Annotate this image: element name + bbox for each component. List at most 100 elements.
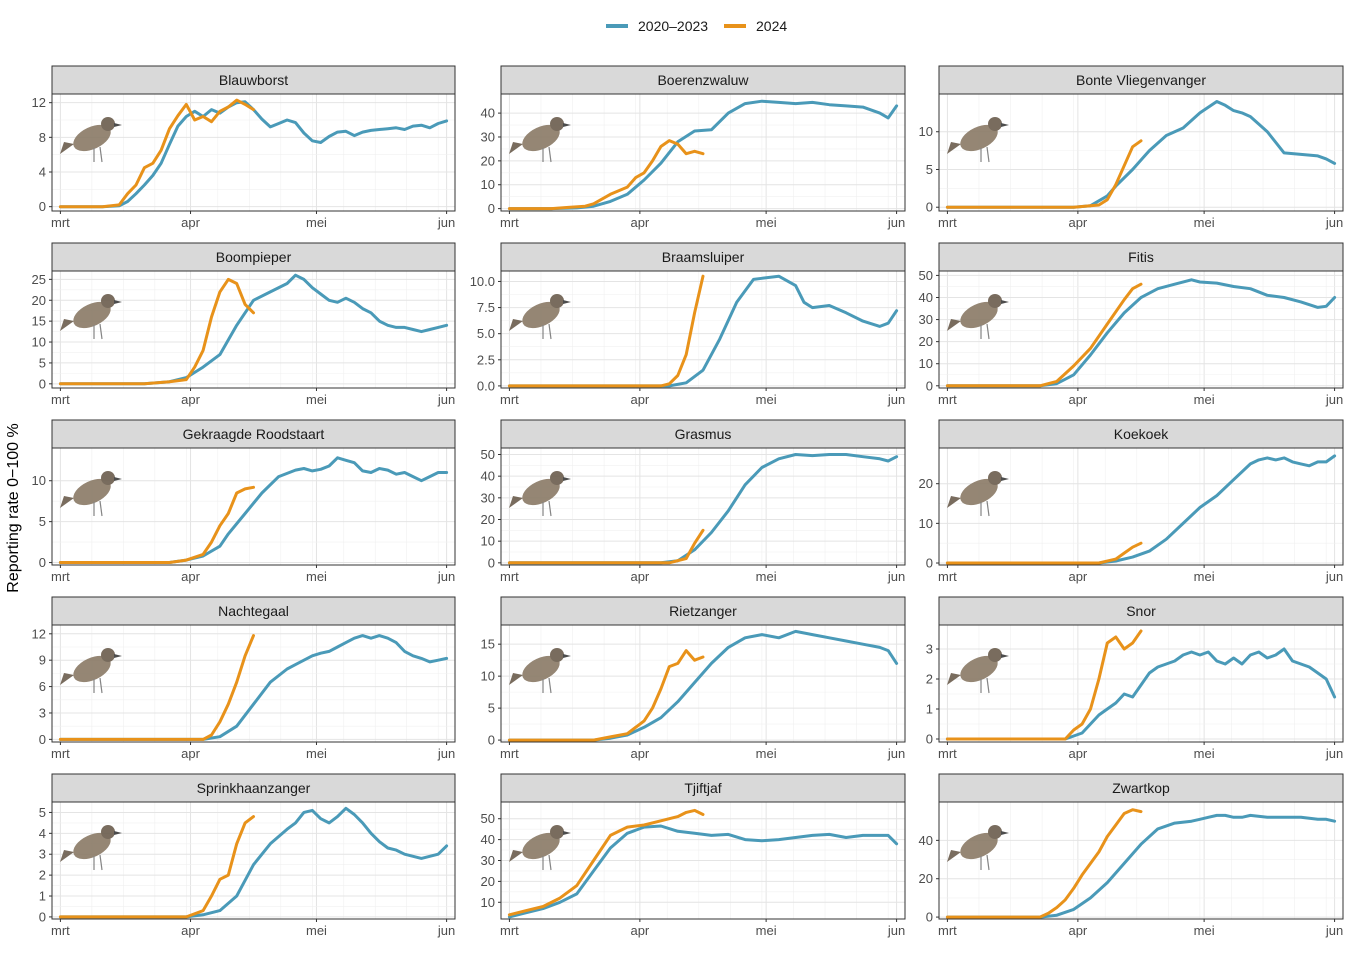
x-tick-label: jun bbox=[437, 923, 455, 938]
x-tick-label: jun bbox=[437, 392, 455, 407]
y-tick-label: 15 bbox=[32, 314, 46, 329]
panel-strip bbox=[938, 773, 1344, 803]
plot-area bbox=[501, 625, 905, 742]
willow-warbler-illustration bbox=[947, 294, 1009, 340]
x-tick-label: jun bbox=[1325, 215, 1343, 230]
legend-label-2020-2023: 2020–2023 bbox=[638, 18, 708, 34]
series-line-2024 bbox=[58, 277, 255, 386]
y-tick-label: 50 bbox=[481, 447, 495, 462]
x-tick-label: mei bbox=[306, 923, 327, 938]
y-tick-label: 0 bbox=[926, 200, 933, 215]
panel-strip bbox=[938, 596, 1344, 626]
series-line-2024 bbox=[507, 808, 705, 917]
panel-blauwborst: Blauwborst 0 4 8 12 mrt apr mei jun bbox=[32, 65, 456, 230]
x-tick-label: jun bbox=[437, 215, 455, 230]
series-line-2024 bbox=[507, 139, 705, 211]
y-tick-label: 10 bbox=[481, 895, 495, 910]
series-line-2024 bbox=[58, 98, 255, 209]
series-line-2024 bbox=[58, 815, 255, 919]
y-tick-label: 30 bbox=[919, 312, 933, 327]
x-tick-label: apr bbox=[1068, 923, 1087, 938]
x-tick-label: mei bbox=[1194, 746, 1215, 761]
y-tick-label: 20 bbox=[919, 871, 933, 886]
x-tick-label: mei bbox=[756, 746, 777, 761]
x-tick-label: apr bbox=[630, 746, 649, 761]
y-tick-label: 0 bbox=[39, 732, 46, 747]
series-line-2024 bbox=[945, 541, 1143, 565]
x-tick-label: jun bbox=[887, 215, 905, 230]
panel-sprinkhaanzanger: Sprinkhaanzanger 0 1 2 3 4 5 mrt apr mei jun bbox=[39, 773, 456, 938]
y-tick-label: 50 bbox=[919, 268, 933, 283]
panel-koekoek: Koekoek 0 10 20 mrt apr mei jun bbox=[919, 419, 1344, 584]
chiffchaff-illustration bbox=[509, 825, 571, 871]
panel-title: Rietzanger bbox=[669, 603, 737, 619]
x-tick-label: jun bbox=[887, 569, 905, 584]
pied-flycatcher-illustration bbox=[947, 117, 1009, 163]
blackcap-illustration bbox=[947, 825, 1009, 871]
y-tick-label: 40 bbox=[481, 469, 495, 484]
y-tick-label: 2 bbox=[926, 672, 933, 687]
y-tick-label: 20 bbox=[919, 476, 933, 491]
y-tick-label: 10 bbox=[919, 124, 933, 139]
series-line-2024 bbox=[945, 282, 1143, 388]
plot-area bbox=[52, 625, 455, 742]
panel-title: Braamsluiper bbox=[662, 249, 745, 265]
y-tick-label: 0 bbox=[926, 378, 933, 393]
sedge-warbler-illustration bbox=[509, 648, 571, 694]
panel-border bbox=[500, 801, 906, 920]
y-axis-title: Reporting rate 0−100 % bbox=[5, 423, 22, 592]
panel-title: Bonte Vliegenvanger bbox=[1076, 72, 1206, 88]
x-tick-label: mei bbox=[306, 392, 327, 407]
panel-title: Boerenzwaluw bbox=[657, 72, 749, 88]
y-tick-label: 1 bbox=[39, 889, 46, 904]
plot-area bbox=[52, 448, 455, 565]
panel-title: Fitis bbox=[1128, 249, 1154, 265]
x-tick-label: jun bbox=[437, 569, 455, 584]
panel-tjiftjaf: Tjiftjaf 10 20 30 40 50 mrt apr mei jun bbox=[481, 773, 906, 938]
x-tick-label: apr bbox=[181, 923, 200, 938]
panel-title: Zwartkop bbox=[1112, 780, 1170, 796]
x-tick-label: jun bbox=[1325, 392, 1343, 407]
x-tick-label: apr bbox=[181, 746, 200, 761]
y-tick-label: 0 bbox=[926, 910, 933, 925]
y-tick-label: 12 bbox=[32, 95, 46, 110]
panel-strip bbox=[500, 773, 906, 803]
y-tick-label: 3 bbox=[39, 705, 46, 720]
series-line-2020-2023 bbox=[507, 99, 899, 211]
panel-strip bbox=[938, 242, 1344, 272]
plot-area bbox=[52, 94, 455, 211]
y-tick-label: 40 bbox=[919, 833, 933, 848]
x-tick-label: jun bbox=[887, 923, 905, 938]
x-tick-label: jun bbox=[1325, 746, 1343, 761]
series-line-2020-2023 bbox=[58, 806, 449, 919]
x-tick-label: mrt bbox=[938, 569, 957, 584]
panel-title: Nachtegaal bbox=[218, 603, 289, 619]
y-tick-label: 30 bbox=[481, 853, 495, 868]
panel-bonte-vliegenvanger: Bonte Vliegenvanger 0 5 10 mrt apr mei jun bbox=[919, 65, 1344, 230]
panel-strip bbox=[51, 419, 456, 449]
panel-zwartkop: Zwartkop 0 20 40 mrt apr mei jun bbox=[919, 773, 1344, 938]
series-line-2020-2023 bbox=[945, 647, 1337, 741]
series-line-2024 bbox=[58, 634, 255, 741]
panel-border bbox=[938, 270, 1344, 389]
y-tick-label: 2.5 bbox=[477, 352, 495, 367]
y-tick-label: 30 bbox=[481, 490, 495, 505]
x-tick-label: apr bbox=[630, 215, 649, 230]
x-tick-label: jun bbox=[437, 746, 455, 761]
x-tick-label: mrt bbox=[500, 569, 519, 584]
y-tick-label: 7.5 bbox=[477, 300, 495, 315]
y-tick-label: 9 bbox=[39, 653, 46, 668]
panel-border bbox=[500, 624, 906, 743]
panel-snor: Snor 0 1 2 3 mrt apr mei jun bbox=[926, 596, 1344, 761]
y-tick-label: 10.0 bbox=[470, 274, 495, 289]
y-tick-label: 10 bbox=[919, 516, 933, 531]
series-line-2020-2023 bbox=[507, 824, 899, 919]
y-tick-label: 1 bbox=[926, 702, 933, 717]
y-tick-label: 20 bbox=[481, 153, 495, 168]
x-tick-label: apr bbox=[181, 215, 200, 230]
y-tick-label: 0 bbox=[39, 555, 46, 570]
plot-area bbox=[939, 94, 1343, 211]
x-tick-label: apr bbox=[181, 569, 200, 584]
x-tick-label: mei bbox=[756, 392, 777, 407]
series-line-2020-2023 bbox=[58, 634, 449, 741]
